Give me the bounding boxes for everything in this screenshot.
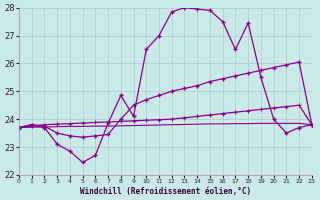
X-axis label: Windchill (Refroidissement éolien,°C): Windchill (Refroidissement éolien,°C) [80,187,251,196]
